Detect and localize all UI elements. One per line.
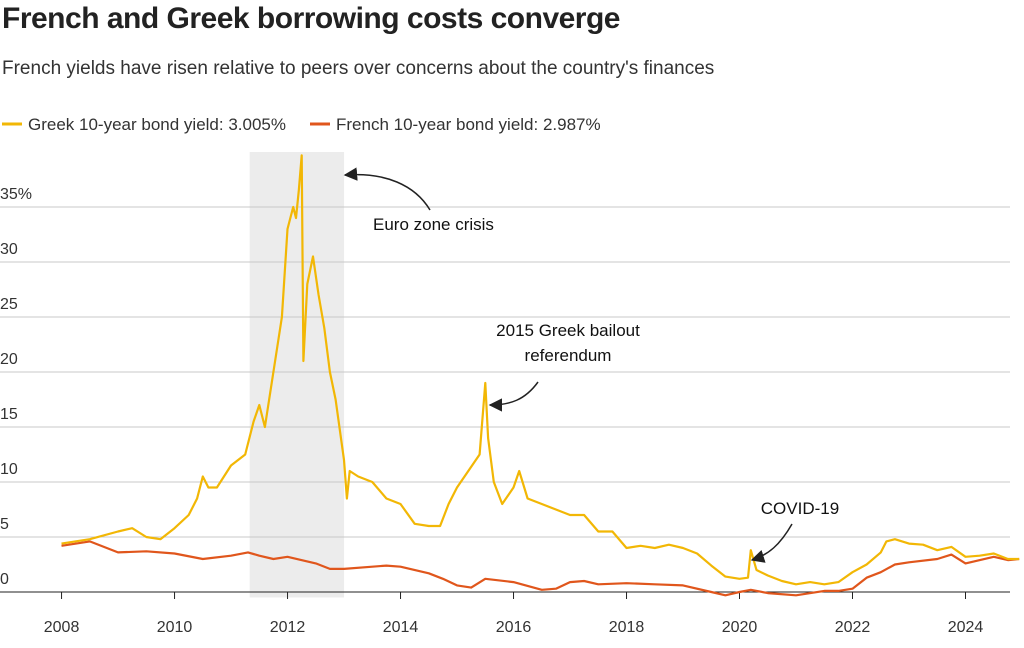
chart-title: French and Greek borrowing costs converg… [2,2,620,35]
y-tick-label: 25 [0,296,18,313]
background-layer [249,152,345,598]
series-line [61,540,1020,597]
annotation: COVID-19 [761,499,839,518]
x-tick-label: 2022 [835,619,871,636]
y-tick-label: 30 [0,241,18,258]
x-tick-label: 2024 [948,619,984,636]
legend-label: Greek 10-year bond yield: 3.005% [28,115,286,134]
chart-subtitle: French yields have risen relative to pee… [2,58,714,79]
legend-label: French 10-year bond yield: 2.987% [336,115,601,134]
annotation: Euro zone crisis [373,215,494,234]
series-line [61,154,1020,586]
y-tick-label: 10 [0,461,18,478]
y-tick-label: 15 [0,406,18,423]
shaded-range [249,152,345,598]
annotation-arrow [750,523,793,563]
annotation-arrow [488,381,539,412]
y-tick-label: 5 [0,516,9,533]
x-tick-label: 2008 [44,619,80,636]
annotation: referendum [525,346,612,365]
x-tick-label: 2016 [496,619,532,636]
x-tick-label: 2012 [270,619,306,636]
annotation-arrow [343,167,431,211]
x-tick-label: 2010 [157,619,193,636]
lines-layer [61,154,1020,597]
y-tick-label: 35% [0,186,32,203]
x-tick-label: 2014 [383,619,419,636]
grid-layer [0,206,1010,599]
annotation: 2015 Greek bailout [496,321,640,340]
y-tick-label: 0 [0,571,9,588]
x-tick-label: 2018 [609,619,645,636]
x-tick-label: 2020 [722,619,758,636]
y-tick-label: 20 [0,351,18,368]
